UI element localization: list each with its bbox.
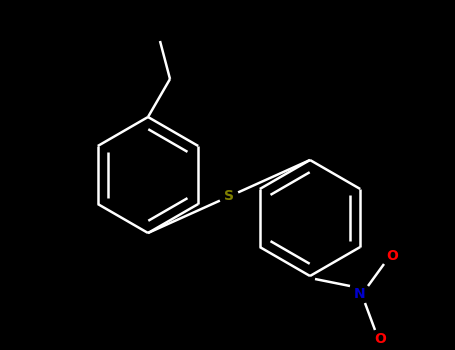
Text: S: S	[224, 189, 234, 203]
Text: O: O	[374, 332, 386, 346]
Text: N: N	[354, 287, 366, 301]
Text: O: O	[386, 249, 398, 263]
